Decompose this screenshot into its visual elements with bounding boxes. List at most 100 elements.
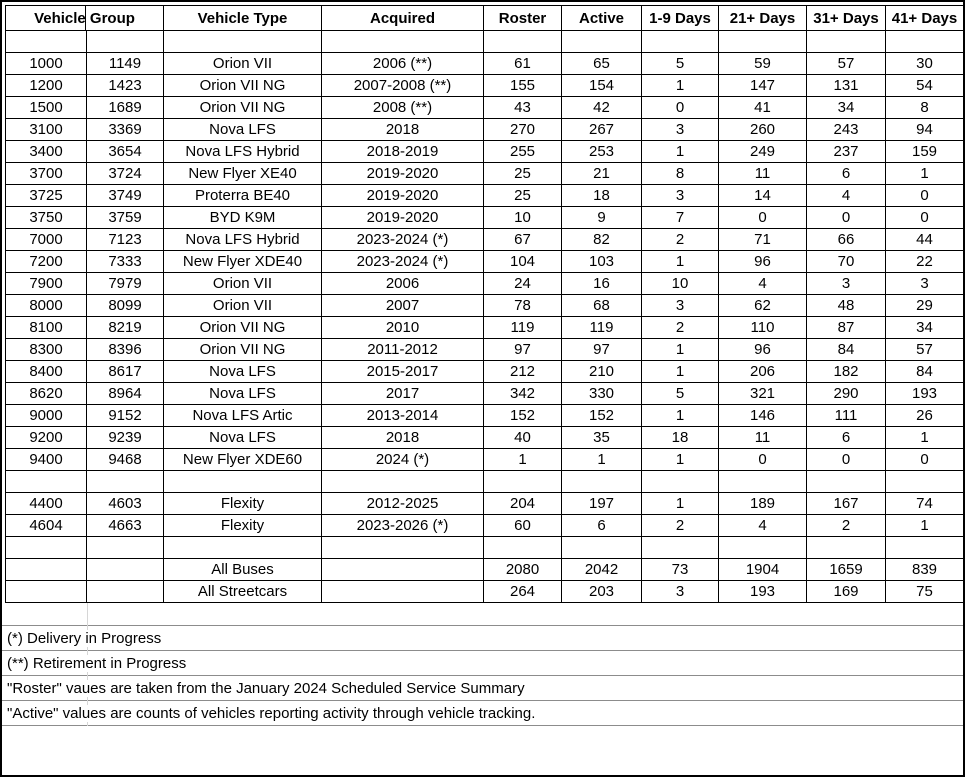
cell: Orion VII — [163, 52, 322, 75]
cell: 3759 — [86, 206, 164, 229]
cell: 0 — [641, 96, 719, 119]
cell: 3725 — [5, 184, 87, 207]
cell: 67 — [483, 228, 562, 251]
cell: Nova LFS — [163, 360, 322, 383]
table-row: All Buses 2080 2042 73 1904 1659 839 — [5, 558, 963, 581]
cell: 1659 — [806, 558, 886, 581]
cell: 9 — [561, 206, 642, 229]
cell: Orion VII NG — [163, 338, 322, 361]
cell: 7900 — [5, 272, 87, 295]
cell — [718, 470, 807, 493]
cell — [5, 580, 87, 603]
cell: 24 — [483, 272, 562, 295]
cell: 839 — [885, 558, 963, 581]
cell: 8 — [885, 96, 963, 119]
cell: 7200 — [5, 250, 87, 273]
cell: 119 — [483, 316, 562, 339]
cell: 8100 — [5, 316, 87, 339]
cell: 193 — [885, 382, 963, 405]
cell: 290 — [806, 382, 886, 405]
cell: 1200 — [5, 74, 87, 97]
cell: 44 — [885, 228, 963, 251]
cell: 9200 — [5, 426, 87, 449]
table-row: 3750 3759 BYD K9M 2019-2020 10 9 7 0 0 0 — [5, 206, 963, 229]
note-roster-source: "Roster" vaues are taken from the Januar… — [2, 676, 963, 701]
cell: 14 — [718, 184, 807, 207]
cell: 2023-2024 (*) — [321, 250, 484, 273]
cell: 4603 — [86, 492, 164, 515]
table-row: 4604 4663 Flexity 2023-2026 (*) 60 6 2 4 2 1 — [5, 514, 963, 537]
cell: 2017 — [321, 382, 484, 405]
cell: 25 — [483, 184, 562, 207]
cell: Proterra BE40 — [163, 184, 322, 207]
cell — [561, 536, 642, 559]
cell: 43 — [483, 96, 562, 119]
cell: 66 — [806, 228, 886, 251]
cell — [5, 470, 87, 493]
cell: 169 — [806, 580, 886, 603]
cell: 270 — [483, 118, 562, 141]
column-header-1-9-days: 1-9 Days — [641, 5, 719, 31]
cell: 1 — [641, 448, 719, 471]
cell: 42 — [561, 96, 642, 119]
footnotes: (*) Delivery in Progress (**) Retirement… — [2, 603, 963, 726]
cell: 10 — [483, 206, 562, 229]
cell: 18 — [641, 426, 719, 449]
cell: 4 — [718, 272, 807, 295]
cell: 30 — [885, 52, 963, 75]
cell — [321, 558, 484, 581]
cell: 8219 — [86, 316, 164, 339]
cell: 167 — [806, 492, 886, 515]
fleet-table: Vehicle Group Vehicle Type Acquired Rost… — [5, 5, 963, 603]
cell: 2012-2025 — [321, 492, 484, 515]
cell: 237 — [806, 140, 886, 163]
cell: 8964 — [86, 382, 164, 405]
table-row: 3700 3724 New Flyer XE40 2019-2020 25 21 8 11 6 1 — [5, 162, 963, 185]
cell: New Flyer XE40 — [163, 162, 322, 185]
cell: 4 — [806, 184, 886, 207]
cell: 1 — [885, 162, 963, 185]
cell: 34 — [885, 316, 963, 339]
cell: 2 — [806, 514, 886, 537]
cell: 94 — [885, 118, 963, 141]
cell — [718, 536, 807, 559]
cell: 4 — [718, 514, 807, 537]
table-row: 8620 8964 Nova LFS 2017 342 330 5 321 290 193 — [5, 382, 963, 405]
cell: 8300 — [5, 338, 87, 361]
column-header-21-days: 21+ Days — [718, 5, 807, 31]
cell: 204 — [483, 492, 562, 515]
cell: 2013-2014 — [321, 404, 484, 427]
cell: 4604 — [5, 514, 87, 537]
cell: 9400 — [5, 448, 87, 471]
cell — [86, 580, 164, 603]
cell: 255 — [483, 140, 562, 163]
cell: 159 — [885, 140, 963, 163]
cell: 2018-2019 — [321, 140, 484, 163]
table-row: 8100 8219 Orion VII NG 2010 119 119 2 110 87 34 — [5, 316, 963, 339]
cell: 189 — [718, 492, 807, 515]
column-header-acquired: Acquired — [321, 5, 484, 31]
cell: 2019-2020 — [321, 206, 484, 229]
cell: 74 — [885, 492, 963, 515]
cell: 3750 — [5, 206, 87, 229]
cell: 87 — [806, 316, 886, 339]
cell — [561, 30, 642, 53]
cell: Orion VII NG — [163, 96, 322, 119]
table-row: All Streetcars 264 203 3 193 169 75 — [5, 580, 963, 603]
cell: 103 — [561, 250, 642, 273]
table-row — [5, 30, 963, 53]
cell: 0 — [718, 206, 807, 229]
cell: 62 — [718, 294, 807, 317]
cell: 8396 — [86, 338, 164, 361]
cell — [806, 470, 886, 493]
note-retirement: (**) Retirement in Progress — [2, 651, 963, 676]
cell: 119 — [561, 316, 642, 339]
cell: 68 — [561, 294, 642, 317]
cell — [641, 536, 719, 559]
cell: 18 — [561, 184, 642, 207]
cell: 2 — [641, 514, 719, 537]
cell: 1 — [641, 74, 719, 97]
cell: 26 — [885, 404, 963, 427]
cell — [641, 470, 719, 493]
